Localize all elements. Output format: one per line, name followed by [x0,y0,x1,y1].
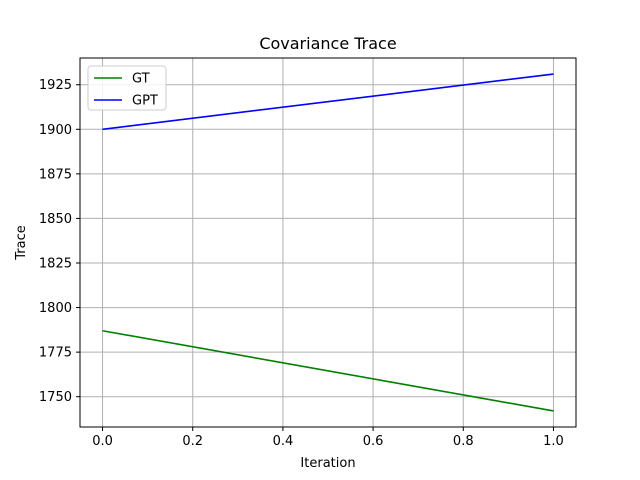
x-tick-label: 0.6 [363,434,384,449]
y-tick-label: 1850 [39,212,72,227]
axis-ticks: 0.0 0.2 0.4 0.6 0.8 1.0 1750 1775 1800 1825 1850 18… [39,78,564,449]
y-tick-label: 1775 [39,346,72,361]
y-tick-label: 1875 [39,167,72,182]
series-line-gpt [102,73,554,131]
legend-label-gt: GT [132,72,150,87]
x-tick-label: 0.2 [182,434,203,449]
y-tick-label: 1750 [39,390,72,405]
plot-lines [102,73,554,412]
y-tick-label: 1825 [39,257,72,272]
y-tick-label: 1925 [39,78,72,93]
x-tick-label: 0.0 [92,434,113,449]
chart-title: Covariance Trace [259,34,396,53]
y-tick-label: 1800 [39,301,72,316]
y-axis-label: Trace [14,225,29,261]
x-axis-label: Iteration [300,456,355,471]
grid [80,58,576,427]
plot-frame [79,57,577,428]
legend-box [87,65,167,111]
y-tick-label: 1900 [39,123,72,138]
legend: GT GPT [87,65,167,111]
legend-label-gpt: GPT [132,94,158,109]
x-tick-label: 0.8 [453,434,474,449]
x-tick-label: 1.0 [543,434,564,449]
series-line-gt [102,329,554,412]
x-tick-label: 0.4 [273,434,294,449]
